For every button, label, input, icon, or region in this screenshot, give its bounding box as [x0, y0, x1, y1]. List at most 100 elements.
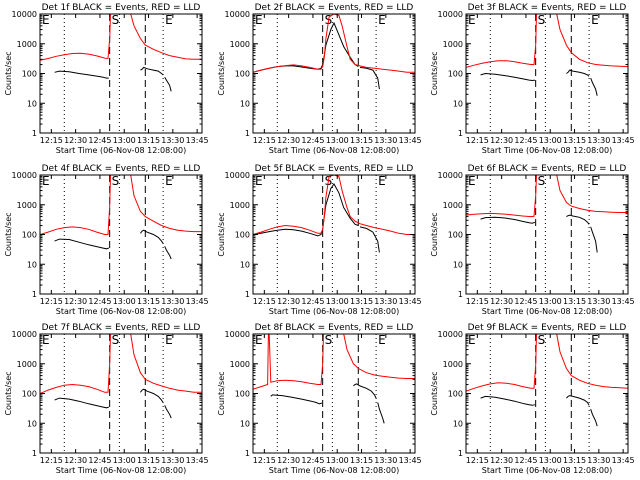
y-tick-label: 100	[22, 390, 37, 399]
series-line-lld	[40, 14, 202, 61]
x-tick-label: 13:45	[612, 297, 635, 306]
marker-label: E	[42, 174, 50, 188]
x-tick-label: 13:30	[587, 297, 610, 306]
marker-label: S	[112, 174, 120, 188]
x-tick-label: 12:45	[301, 456, 324, 465]
series-line-events	[253, 21, 380, 90]
marker-label: E	[378, 333, 386, 347]
y-tick-label: 10	[453, 99, 463, 108]
x-axis-label: Start Time (06-Nov-08 12:08:00)	[482, 146, 612, 155]
x-tick-label: 13:15	[563, 297, 586, 306]
marker-label: S	[112, 333, 120, 347]
x-tick-label: 13:30	[587, 136, 610, 145]
marker-label: E	[468, 174, 476, 188]
marker-label: E	[591, 13, 599, 27]
panel-title: Det 8f BLACK = Events, RED = LLD	[255, 323, 414, 333]
x-tick-label: 13:45	[612, 136, 635, 145]
y-tick-label: 100	[22, 70, 37, 79]
x-tick-label: 13:15	[350, 456, 373, 465]
series-line-lld	[466, 175, 628, 218]
x-tick-label: 13:00	[326, 297, 349, 306]
series-line-events	[54, 66, 172, 92]
panel-title: Det 3f BLACK = Events, RED = LLD	[468, 3, 627, 13]
y-tick-label: 10000	[225, 171, 250, 180]
y-axis-label: Counts/sec	[217, 371, 226, 415]
y-tick-label: 1	[458, 290, 463, 299]
x-tick-label: 13:00	[113, 456, 136, 465]
y-tick-label: 1	[245, 290, 250, 299]
y-tick-label: 1000	[443, 360, 463, 369]
x-tick-label: 13:15	[563, 136, 586, 145]
panel-title: Det 7f BLACK = Events, RED = LLD	[42, 323, 201, 333]
y-axis-label: Counts/sec	[4, 371, 13, 415]
y-tick-label: 1000	[230, 201, 250, 210]
plot-frame	[252, 333, 416, 454]
y-tick-label: 1	[245, 449, 250, 458]
series-line-lld	[40, 334, 202, 394]
x-tick-label: 12:30	[64, 456, 87, 465]
y-tick-label: 10	[240, 99, 250, 108]
x-tick-label: 12:45	[88, 297, 111, 306]
series-line-events	[480, 214, 598, 253]
y-tick-label: 1	[32, 449, 37, 458]
series-line-lld	[253, 175, 415, 235]
y-tick-label: 10	[27, 419, 37, 428]
x-tick-label: 12:45	[301, 136, 324, 145]
y-tick-label: 10000	[438, 10, 463, 19]
panel-title: Det 2f BLACK = Events, RED = LLD	[255, 3, 414, 13]
series-line-lld	[466, 14, 628, 68]
x-tick-label: 13:15	[137, 136, 160, 145]
series-line-events	[480, 395, 598, 427]
plot-frame	[39, 13, 203, 134]
x-tick-label: 12:15	[253, 456, 276, 465]
marker-label: E	[42, 13, 50, 27]
y-tick-label: 100	[235, 231, 250, 240]
marker-label: E	[42, 333, 50, 347]
y-tick-label: 10	[27, 99, 37, 108]
x-tick-label: 13:45	[399, 456, 422, 465]
x-tick-label: 13:15	[137, 456, 160, 465]
x-tick-label: 13:15	[137, 297, 160, 306]
marker-label: E	[165, 13, 173, 27]
y-tick-label: 10000	[12, 10, 37, 19]
x-tick-label: 12:30	[64, 297, 87, 306]
marker-label: E	[591, 174, 599, 188]
series-line-events	[253, 183, 380, 253]
marker-label: E	[468, 13, 476, 27]
y-tick-label: 10	[453, 260, 463, 269]
x-tick-label: 12:45	[514, 456, 537, 465]
x-tick-label: 13:00	[113, 136, 136, 145]
series-line-events	[54, 229, 172, 260]
marker-label: S	[538, 174, 546, 188]
y-axis-label: Counts/sec	[4, 212, 13, 256]
y-tick-label: 1	[32, 290, 37, 299]
plot-frame	[465, 174, 629, 295]
x-tick-label: 13:15	[350, 136, 373, 145]
y-axis-label: Counts/sec	[430, 212, 439, 256]
y-tick-label: 100	[235, 390, 250, 399]
plot-frame	[465, 333, 629, 454]
y-axis-label: Counts/sec	[430, 51, 439, 95]
marker-label: E	[255, 333, 263, 347]
y-tick-label: 100	[448, 70, 463, 79]
y-tick-label: 1	[458, 449, 463, 458]
series-line-lld	[40, 175, 202, 235]
y-tick-label: 1000	[443, 201, 463, 210]
y-tick-label: 1000	[17, 40, 37, 49]
y-tick-label: 1	[458, 129, 463, 138]
y-tick-label: 10	[27, 260, 37, 269]
series-line-events	[54, 388, 172, 419]
marker-label: E	[165, 174, 173, 188]
series-line-lld	[253, 14, 415, 73]
x-tick-label: 13:45	[186, 297, 209, 306]
x-tick-label: 13:45	[186, 456, 209, 465]
y-tick-label: 10	[240, 419, 250, 428]
y-tick-label: 100	[235, 70, 250, 79]
